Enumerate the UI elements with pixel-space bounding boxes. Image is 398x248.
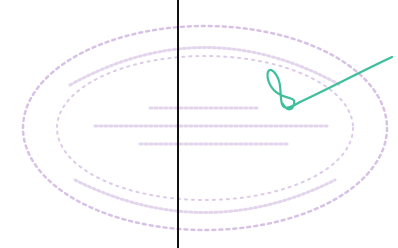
background bbox=[0, 0, 398, 248]
page bbox=[0, 0, 398, 248]
stamp-scan bbox=[0, 0, 398, 248]
